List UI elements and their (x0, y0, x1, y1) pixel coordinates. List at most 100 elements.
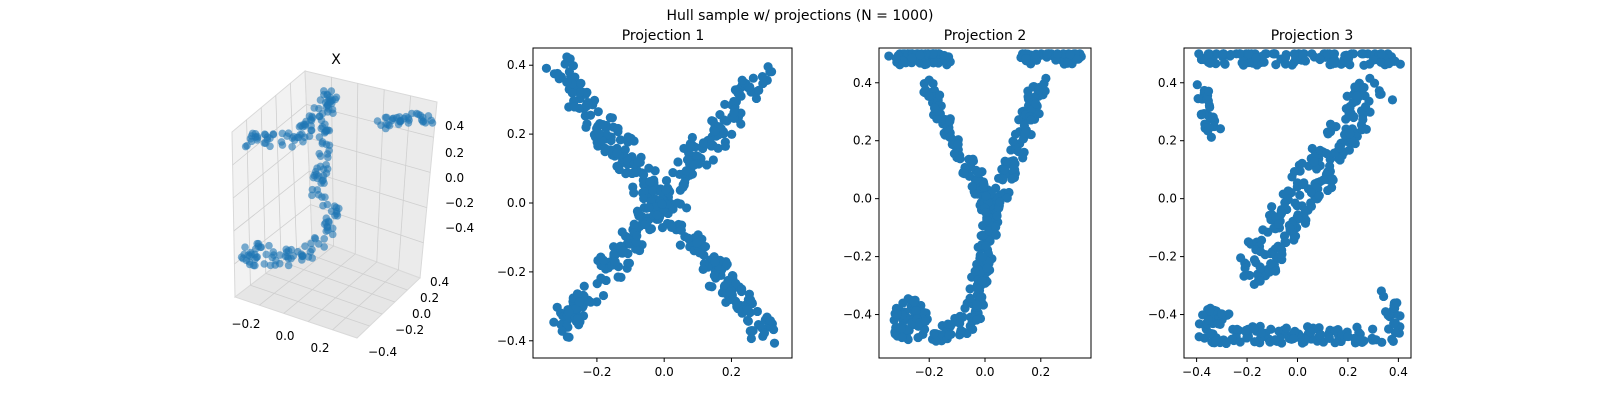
scatter-point (617, 227, 627, 237)
scatter-point (729, 107, 739, 118)
scatter-point (1052, 49, 1063, 59)
3d-scatter-point (315, 149, 324, 158)
scatter-point (1215, 124, 1226, 134)
scatter-point (965, 284, 975, 294)
scatter-point (748, 326, 758, 336)
scatter-point (1280, 59, 1291, 69)
scatter-point (549, 317, 559, 327)
3d-scatter-point (307, 239, 315, 248)
scatter-point (682, 155, 693, 165)
scatter-point (939, 50, 949, 61)
scatter-point (1071, 54, 1082, 64)
scatter-point (673, 157, 683, 167)
scatter-point (573, 314, 583, 324)
scatter-point (1204, 306, 1215, 316)
scatter-point (698, 138, 709, 148)
scatter-point (913, 332, 923, 343)
3d-grid-line (265, 273, 383, 315)
scatter-point (1196, 109, 1206, 119)
3d-grid-line (309, 170, 427, 208)
scatter-point (981, 240, 991, 251)
scatter-point (629, 219, 639, 229)
subplot-3d-title: X (331, 52, 341, 68)
3d-scatter-point (241, 243, 249, 251)
scatter-point (1242, 333, 1252, 343)
scatter-point (955, 318, 965, 328)
scatter-point (582, 87, 592, 98)
scatter-point (746, 333, 756, 344)
3d-scatter-point (313, 164, 321, 173)
3d-grid-line (250, 284, 370, 327)
scatter-point (594, 129, 604, 139)
3d-y-tick-label: 0.2 (420, 291, 439, 305)
x-tick-label: 0.0 (655, 365, 674, 379)
scatter-point (967, 181, 977, 192)
scatter-point (1280, 198, 1290, 208)
y-tick-label: 0.4 (507, 58, 526, 72)
projection-1-points (541, 52, 780, 348)
scatter-point (1274, 219, 1284, 229)
scatter-point (981, 191, 991, 201)
scatter-point (732, 299, 742, 309)
scatter-point (645, 176, 655, 187)
scatter-point (620, 145, 630, 155)
3d-axis-ticks: 0.4 0.2 0.0 −0.2 −0.4 0.4 0.2 0.0 −0.2 −0.4 −0.2 0.… (231, 119, 474, 359)
projection-2-points (884, 49, 1086, 346)
y-tick-label: 0.0 (853, 192, 872, 206)
scatter-point (968, 156, 979, 166)
y-tick-label: 0.0 (507, 196, 526, 210)
3d-scatter-point (324, 217, 333, 226)
scatter-point (736, 108, 746, 118)
3d-scatter-point (269, 130, 278, 138)
y-tick-label: 0.2 (1158, 134, 1177, 148)
scatter-point (982, 215, 992, 225)
scatter-point (1283, 186, 1293, 196)
scatter-point (945, 116, 955, 127)
scatter-point (999, 165, 1010, 175)
scatter-point (1306, 201, 1317, 212)
scatter-point (1330, 326, 1340, 336)
scatter-point (1042, 49, 1052, 59)
scatter-point (752, 306, 762, 317)
scatter-point (1021, 53, 1031, 64)
scatter-point (1007, 174, 1017, 184)
scatter-point (1379, 291, 1389, 302)
scatter-point (692, 238, 702, 248)
scatter-point (970, 266, 980, 276)
subplot-projection-1: Projection 1 −0.2 0.0 0.2 −0.4 −0.2 0.0 0.2 0.4 (497, 28, 793, 379)
scatter-point (574, 297, 584, 307)
scatter-point (1256, 327, 1266, 338)
scatter-point (932, 114, 942, 124)
scatter-point (626, 133, 636, 144)
scatter-point (892, 309, 902, 319)
scatter-point (743, 305, 753, 315)
scatter-point (1357, 49, 1367, 59)
scatter-point (1306, 188, 1317, 198)
scatter-point (1321, 148, 1332, 159)
3d-scatter-point (393, 113, 401, 122)
3d-scatter-point (394, 120, 403, 129)
scatter-point (1205, 58, 1215, 68)
scatter-point (598, 119, 608, 130)
scatter-point (644, 163, 654, 173)
scatter-point (1306, 327, 1316, 337)
scatter-point (1326, 183, 1337, 193)
scatter-point (612, 148, 622, 158)
3d-scatter-point (332, 209, 341, 218)
scatter-point (633, 208, 643, 219)
scatter-point (924, 91, 934, 101)
scatter-point (727, 129, 737, 139)
scatter-point (757, 72, 768, 82)
scatter-point (598, 290, 609, 301)
3d-scatter-point (320, 90, 328, 99)
scatter-point (1325, 119, 1336, 129)
scatter-point (955, 154, 965, 164)
3d-y-tick-label: −0.4 (368, 345, 397, 359)
scatter-point (758, 78, 768, 89)
scatter-point (1280, 52, 1291, 63)
scatter-point (613, 123, 623, 134)
scatter-point (1335, 143, 1345, 153)
scatter-point (1263, 227, 1273, 237)
3d-scatter-point (310, 104, 319, 112)
scatter-point (929, 328, 939, 339)
